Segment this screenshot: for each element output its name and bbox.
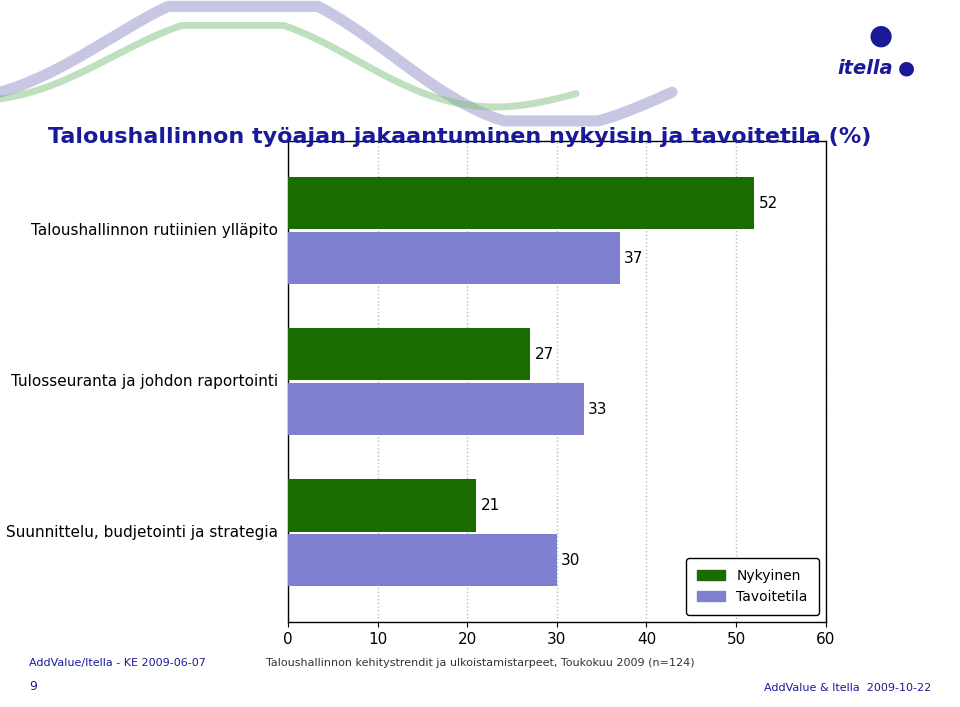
- Text: 9: 9: [29, 680, 36, 693]
- Text: Taloushallinnon rutiinien ylläpito: Taloushallinnon rutiinien ylläpito: [32, 223, 278, 238]
- Text: ●: ●: [898, 59, 915, 78]
- Bar: [288, 383, 584, 436]
- Text: 33: 33: [588, 402, 608, 416]
- Bar: [288, 328, 530, 380]
- Text: 27: 27: [535, 347, 554, 362]
- Text: ●: ●: [869, 21, 893, 49]
- Text: itella: itella: [837, 59, 893, 78]
- Text: Suunnittelu, budjetointi ja strategia: Suunnittelu, budjetointi ja strategia: [7, 525, 278, 540]
- Bar: [288, 177, 754, 229]
- Text: Taloushallinnon kehitystrendit ja ulkoistamistarpeet, Toukokuu 2009 (n=124): Taloushallinnon kehitystrendit ja ulkois…: [266, 658, 694, 668]
- Bar: [288, 479, 476, 532]
- Bar: [288, 534, 557, 586]
- Text: Taloushallinnon työajan jakaantuminen nykyisin ja tavoitetila (%): Taloushallinnon työajan jakaantuminen ny…: [48, 127, 872, 147]
- Text: Tulosseuranta ja johdon raportointi: Tulosseuranta ja johdon raportointi: [12, 374, 278, 390]
- Text: 52: 52: [758, 196, 778, 211]
- Text: 21: 21: [481, 498, 500, 513]
- Text: AddValue/Itella - KE 2009-06-07: AddValue/Itella - KE 2009-06-07: [29, 658, 205, 668]
- Legend: Nykyinen, Tavoitetila: Nykyinen, Tavoitetila: [686, 558, 819, 615]
- Text: AddValue & Itella  2009-10-22: AddValue & Itella 2009-10-22: [764, 683, 931, 693]
- Text: 30: 30: [562, 553, 581, 568]
- Text: 37: 37: [624, 251, 643, 266]
- Bar: [288, 232, 619, 284]
